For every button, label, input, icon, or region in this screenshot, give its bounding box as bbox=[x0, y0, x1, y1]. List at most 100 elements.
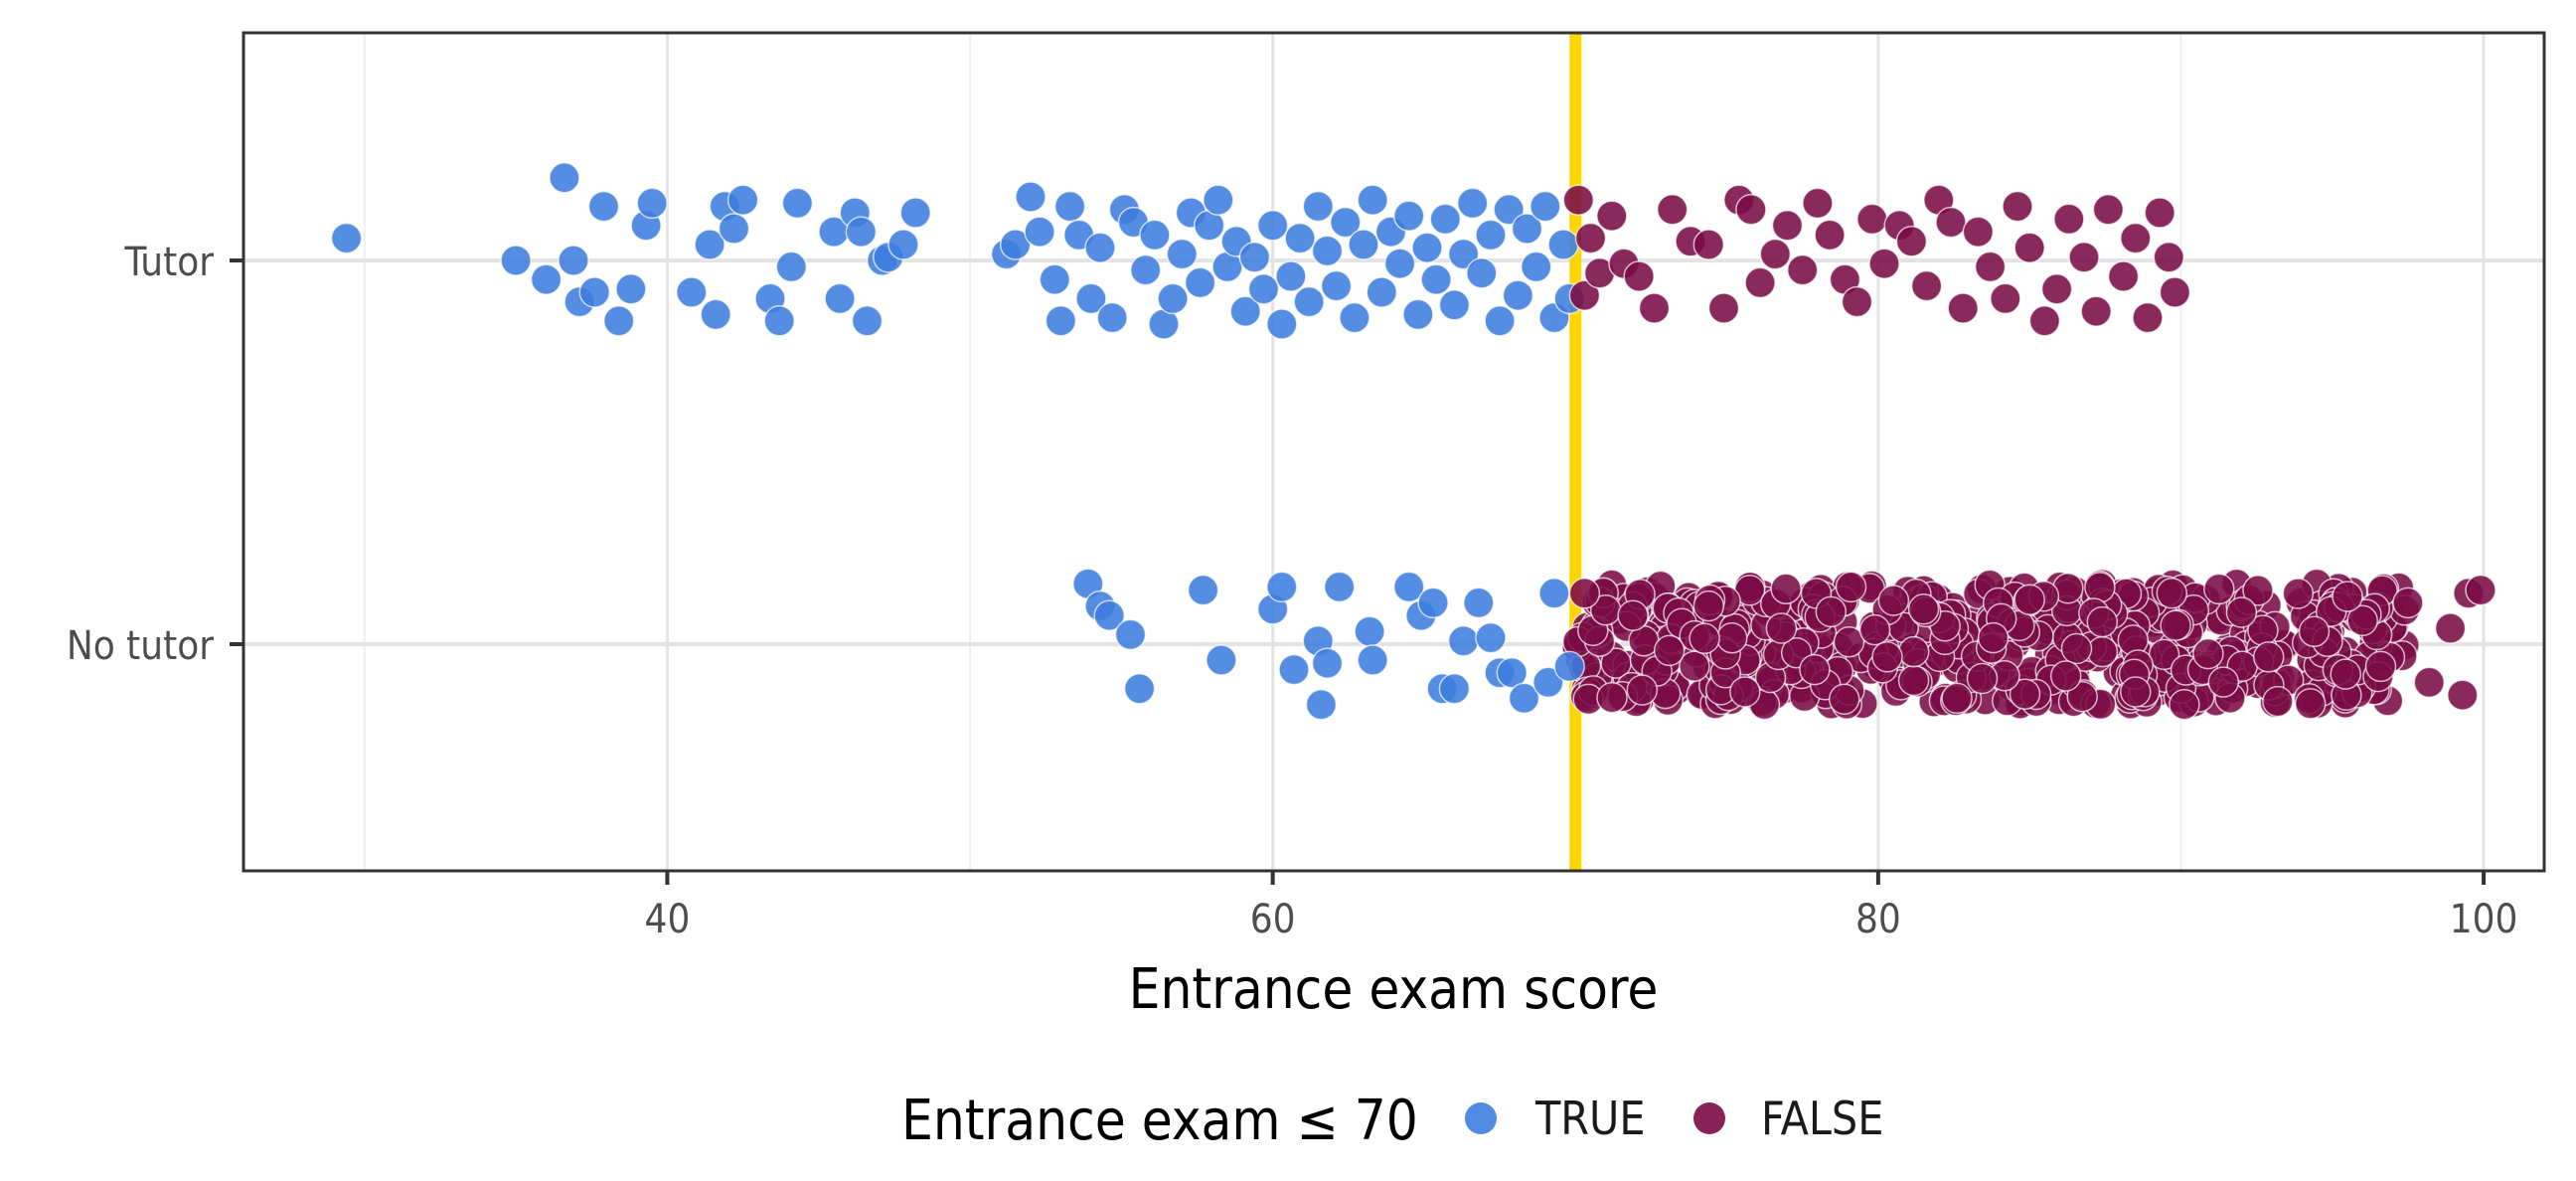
data-point bbox=[1689, 622, 1720, 655]
data-point bbox=[1966, 662, 1999, 695]
data-point bbox=[1962, 216, 1995, 248]
data-point bbox=[615, 273, 647, 305]
data-point bbox=[1045, 305, 1077, 337]
data-point bbox=[1305, 689, 1338, 721]
data-point bbox=[1977, 621, 2010, 654]
data-point bbox=[1623, 260, 1655, 292]
data-points bbox=[330, 162, 2496, 721]
data-point bbox=[558, 245, 589, 276]
data-point bbox=[1799, 653, 1831, 686]
data-point bbox=[1438, 673, 1471, 705]
legend: Entrance exam ≤ 70 TRUE FALSE bbox=[901, 1089, 1883, 1153]
data-point bbox=[549, 162, 580, 194]
data-point bbox=[1284, 222, 1316, 254]
data-point bbox=[2434, 612, 2467, 644]
data-point bbox=[2294, 688, 2327, 720]
data-point bbox=[1532, 666, 1564, 699]
data-point bbox=[1547, 229, 1579, 260]
data-point bbox=[1729, 676, 1761, 708]
x-tick-label: 60 bbox=[1250, 897, 1296, 942]
data-point bbox=[1735, 194, 1767, 226]
data-point bbox=[2203, 573, 2235, 605]
data-point bbox=[1354, 615, 1385, 647]
data-point bbox=[1039, 263, 1071, 295]
data-point bbox=[2298, 615, 2331, 647]
data-point bbox=[2060, 632, 2093, 665]
data-point bbox=[1266, 571, 1298, 603]
data-point bbox=[1392, 200, 1425, 232]
data-point bbox=[1447, 238, 1480, 270]
data-point bbox=[1411, 232, 1443, 263]
data-point bbox=[1392, 571, 1425, 603]
data-point bbox=[1596, 681, 1628, 714]
x-axis-title: Entrance exam score bbox=[1129, 957, 1659, 1022]
data-point bbox=[1275, 260, 1307, 292]
data-point bbox=[1366, 276, 1398, 308]
data-point bbox=[1256, 210, 1289, 242]
data-point bbox=[1475, 219, 1507, 252]
data-point bbox=[1463, 587, 1495, 619]
data-point bbox=[1311, 235, 1344, 267]
data-point bbox=[1568, 578, 1601, 609]
data-point bbox=[1786, 253, 1819, 286]
data-point bbox=[1323, 571, 1356, 603]
data-point bbox=[1815, 595, 1848, 628]
data-point bbox=[2252, 641, 2285, 673]
data-point bbox=[1947, 292, 1979, 324]
data-point bbox=[1771, 210, 1804, 242]
data-point bbox=[1203, 184, 1234, 216]
data-point bbox=[2107, 260, 2140, 292]
data-point bbox=[1707, 292, 1740, 324]
data-point bbox=[2084, 572, 2116, 603]
x-tick-label: 100 bbox=[2450, 897, 2518, 942]
data-point bbox=[1897, 664, 1930, 697]
data-point bbox=[330, 222, 363, 254]
data-point bbox=[2068, 242, 2100, 273]
data-point bbox=[1447, 625, 1480, 657]
data-point bbox=[781, 187, 814, 220]
data-point bbox=[2346, 604, 2378, 637]
data-point bbox=[602, 305, 635, 337]
data-point bbox=[726, 184, 759, 216]
data-point bbox=[845, 216, 878, 248]
data-point bbox=[1420, 263, 1452, 295]
legend-label-false: FALSE bbox=[1761, 1092, 1883, 1145]
data-point bbox=[1814, 219, 1846, 252]
data-point bbox=[1357, 184, 1388, 216]
data-point bbox=[500, 245, 532, 276]
plot-panel-border bbox=[242, 31, 2546, 873]
data-point bbox=[1841, 285, 1873, 318]
data-point bbox=[1877, 585, 1910, 616]
data-point bbox=[1568, 279, 1601, 311]
data-point bbox=[1574, 222, 1607, 254]
data-point bbox=[1475, 621, 1507, 654]
data-point bbox=[1311, 647, 1344, 679]
data-point bbox=[1502, 279, 1534, 311]
data-point bbox=[824, 282, 856, 315]
data-point bbox=[2120, 222, 2152, 254]
data-point bbox=[1139, 219, 1171, 252]
data-point bbox=[1456, 187, 1489, 220]
data-point bbox=[2040, 273, 2073, 305]
data-point bbox=[1835, 571, 1867, 603]
data-point bbox=[1715, 621, 1748, 654]
data-point bbox=[1339, 301, 1370, 334]
data-point bbox=[2282, 578, 2315, 609]
legend-label-true: TRUE bbox=[1534, 1092, 1645, 1145]
data-point bbox=[1553, 650, 1585, 683]
data-point bbox=[2002, 190, 2033, 223]
data-point bbox=[1520, 251, 1552, 283]
data-point bbox=[1484, 305, 1516, 337]
data-point bbox=[2132, 301, 2164, 334]
data-point bbox=[1897, 635, 1930, 668]
data-point bbox=[1692, 590, 1725, 622]
data-point bbox=[887, 229, 919, 260]
legend-key-true bbox=[1465, 1102, 1497, 1134]
data-point bbox=[636, 187, 668, 220]
data-point bbox=[1466, 257, 1498, 289]
data-point bbox=[1562, 184, 1595, 216]
data-point bbox=[2207, 666, 2240, 698]
data-point bbox=[1770, 573, 1802, 604]
data-point bbox=[1229, 295, 1261, 327]
